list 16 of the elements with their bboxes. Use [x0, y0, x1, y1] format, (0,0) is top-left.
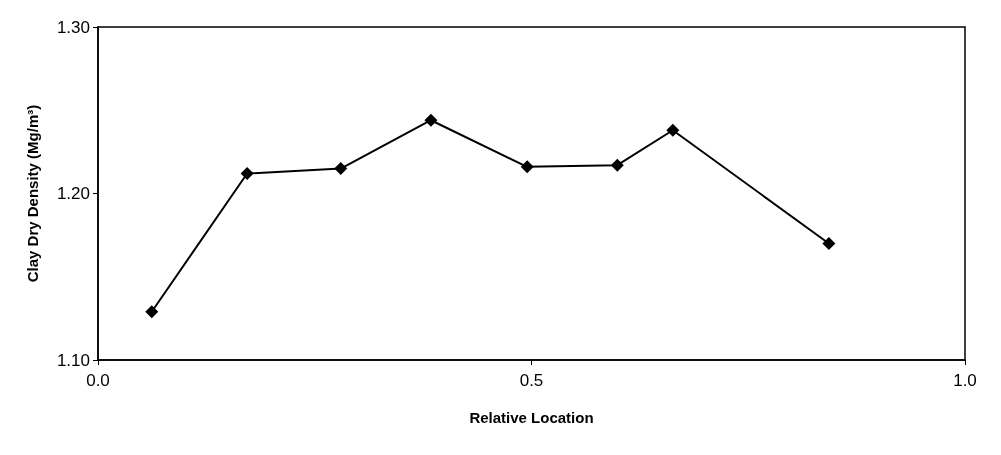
x-tick-label: 1.0 — [953, 371, 977, 390]
x-tick-label: 0.5 — [519, 371, 544, 390]
point — [145, 305, 159, 319]
point — [424, 113, 438, 127]
x-tick-label: 0.0 — [86, 371, 110, 390]
point — [666, 123, 680, 137]
y-tick-label: 1.30 — [56, 17, 90, 37]
y-tick-label: 1.20 — [56, 184, 90, 203]
point — [520, 160, 534, 174]
y-tick-label: 1.10 — [56, 350, 90, 370]
x-axis-title: Relative Location — [469, 409, 594, 426]
y-axis-title: Clay Dry Density (Mg/m³) — [24, 104, 41, 283]
point — [240, 167, 254, 181]
point — [334, 162, 348, 176]
point — [610, 158, 624, 172]
point — [822, 236, 836, 250]
